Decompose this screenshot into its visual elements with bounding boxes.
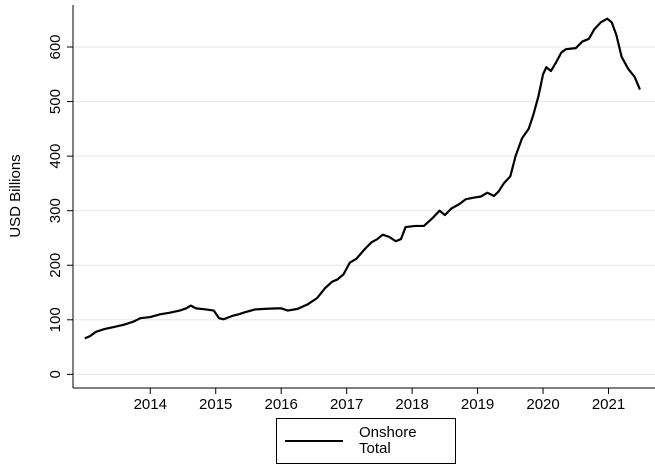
legend: Onshore Total — [276, 418, 456, 464]
y-tick-label: 500 — [47, 89, 64, 114]
y-tick-label: 300 — [47, 198, 64, 223]
x-tick-label: 2015 — [199, 396, 232, 413]
legend-label: Onshore Total — [359, 424, 417, 457]
x-tick-label: 2021 — [592, 396, 625, 413]
x-tick-label: 2016 — [264, 396, 297, 413]
y-tick-label: 100 — [47, 307, 64, 332]
y-tick-label: 200 — [47, 253, 64, 278]
y-tick-label: 0 — [47, 370, 64, 378]
y-tick-label: 600 — [47, 34, 64, 59]
legend-swatch — [285, 440, 343, 442]
x-tick-label: 2019 — [461, 396, 494, 413]
x-tick-label: 2018 — [395, 396, 428, 413]
x-tick-label: 2020 — [526, 396, 559, 413]
y-axis-label: USD Billions — [7, 154, 24, 237]
data-line — [84, 17, 641, 340]
y-tick-label: 400 — [47, 144, 64, 169]
x-tick-label: 2017 — [330, 396, 363, 413]
x-tick-label: 2014 — [134, 396, 167, 413]
